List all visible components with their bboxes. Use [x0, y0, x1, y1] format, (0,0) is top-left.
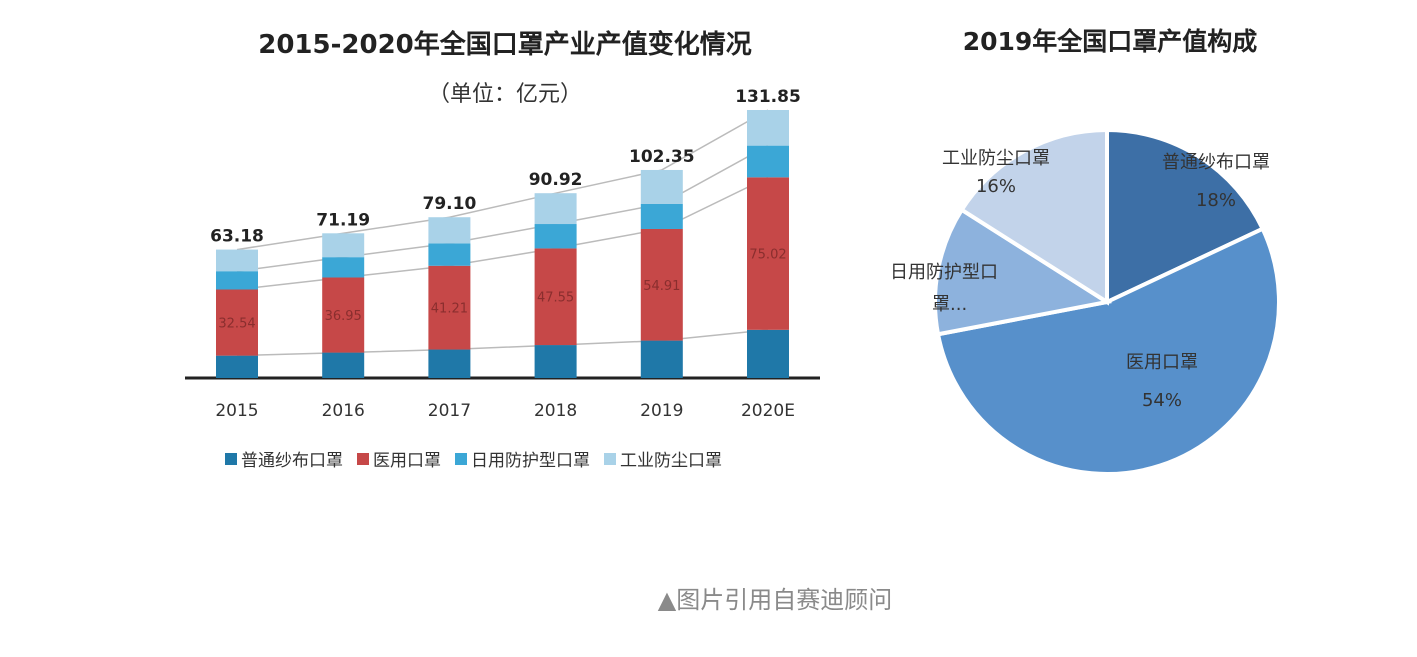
bar-total-label: 102.35: [629, 147, 695, 167]
bar-segment-3-2019: [640, 169, 683, 204]
bar-segment-1-2018: [534, 248, 577, 346]
bar-segment-1-2020E: [747, 177, 789, 330]
pie-percent-label: 54%: [1142, 390, 1182, 411]
x-tick-label: 2018: [534, 401, 577, 421]
x-tick-label: 2019: [640, 401, 683, 421]
x-tick-label: 2015: [215, 401, 258, 421]
bar-segment-1-2019: [640, 228, 683, 341]
bar-value-label: 47.55: [537, 291, 574, 306]
legend-item: 医用口罩: [357, 446, 441, 471]
bar-total-label: 71.19: [316, 210, 370, 230]
bar-value-label: 75.02: [749, 248, 786, 263]
bar-value-label: 36.95: [325, 309, 362, 324]
pie-label: 工业防尘口罩: [942, 148, 1050, 169]
image-caption: ▲图片引用自赛迪顾问: [657, 586, 893, 614]
legend-label: 普通纱布口罩: [241, 451, 343, 471]
bar-segment-0-2015: [216, 355, 258, 378]
bar-segment-1-2015: [216, 289, 258, 356]
legend-item: 工业防尘口罩: [604, 446, 722, 471]
bar-total-label: 79.10: [423, 194, 477, 214]
pie-slice-2: [933, 207, 1113, 337]
bar-value-label: 41.21: [431, 302, 468, 317]
bar-segment-3-2017: [428, 217, 471, 244]
pie-label: 普通纱布口罩: [1162, 152, 1270, 173]
bar-legend: 普通纱布口罩 医用口罩 日用防护型口罩 工业防尘口罩: [225, 446, 722, 471]
pie-label: 罩...: [932, 294, 967, 315]
pie-percent-label: 16%: [976, 176, 1016, 197]
legend-swatch: [604, 452, 616, 465]
bar-segment-2-2017: [428, 243, 471, 266]
bar-value-label: 54.91: [643, 279, 680, 294]
connector-line: [236, 329, 769, 357]
pie-slice-3: [959, 127, 1109, 306]
bar-segment-0-2018: [534, 345, 577, 378]
bar-chart-title: 2015-2020年全国口罩产业产值变化情况: [258, 30, 752, 60]
bar-segment-2-2015: [216, 271, 258, 290]
legend-label: 医用口罩: [373, 451, 441, 471]
bar-segment-2-2016: [322, 257, 365, 278]
legend-label: 日用防护型口罩: [471, 451, 590, 471]
bar-segment-3-2018: [534, 193, 577, 225]
bar-chart: 32.54 63.18 2015 36.95 71.19 2016 41.21 79.10 20…: [185, 87, 820, 421]
x-tick-label: 2017: [428, 401, 471, 421]
bar-segment-0-2020E: [747, 329, 789, 378]
bar-segment-0-2019: [640, 340, 683, 378]
bar-segment-3-2015: [216, 249, 258, 272]
pie-chart-title: 2019年全国口罩产值构成: [962, 27, 1258, 56]
bar-total-label: 131.85: [735, 87, 801, 107]
legend-item: 普通纱布口罩: [225, 446, 343, 471]
legend-item: 日用防护型口罩: [455, 446, 590, 471]
bar-segment-0-2017: [428, 349, 471, 378]
pie-slice-1: [935, 226, 1281, 476]
x-tick-label: 2020E: [741, 401, 795, 421]
bar-segment-3-2016: [322, 233, 365, 258]
bar-segment-2-2020E: [747, 145, 789, 178]
bar-segment-3-2020E: [747, 110, 789, 146]
bar-segment-2-2018: [534, 224, 577, 249]
bar-segment-0-2016: [322, 352, 365, 378]
pie-slice-0: [1105, 127, 1266, 306]
bar-total-label: 90.92: [529, 170, 583, 190]
legend-swatch: [357, 452, 369, 465]
legend-swatch: [455, 452, 467, 465]
bar-segment-1-2016: [322, 277, 365, 353]
pie-label: 医用口罩: [1126, 352, 1198, 373]
pie-label: 日用防护型口: [890, 262, 998, 283]
legend-label: 工业防尘口罩: [620, 451, 722, 471]
bar-value-label: 32.54: [218, 317, 255, 332]
bar-segment-1-2017: [428, 265, 471, 350]
bar-total-label: 63.18: [210, 227, 264, 247]
bar-segment-2-2019: [640, 203, 683, 229]
x-tick-label: 2016: [322, 401, 365, 421]
bar-chart-unit: （单位：亿元）: [427, 82, 582, 107]
pie-percent-label: 18%: [1196, 190, 1236, 211]
pie-chart: 普通纱布口罩 18% 医用口罩 54% 日用防护型口罩... 工业防尘口罩 16%: [890, 127, 1281, 476]
legend-swatch: [225, 452, 237, 465]
